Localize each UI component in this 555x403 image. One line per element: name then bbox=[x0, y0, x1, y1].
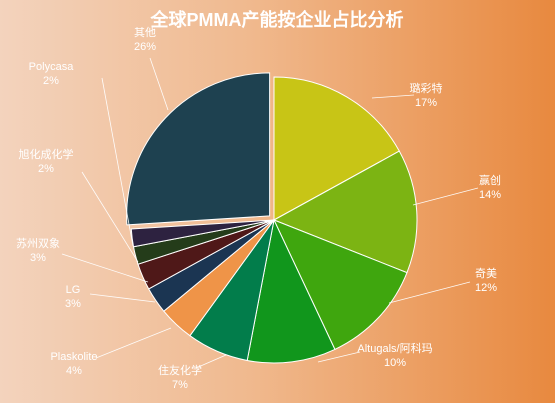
leader-line-10 bbox=[149, 57, 169, 111]
pie-slice-10 bbox=[126, 72, 271, 226]
slice-value-label-1: 14% bbox=[479, 189, 501, 201]
slice-name-label-7: 苏州双象 bbox=[16, 237, 60, 250]
slice-name-label-0: 璐彩特 bbox=[410, 81, 443, 95]
leader-line-0 bbox=[371, 94, 415, 99]
slice-name-label-2: 奇美 bbox=[475, 267, 497, 280]
slice-name-label-8: 旭化成化学 bbox=[19, 147, 74, 161]
slice-value-label-5: 4% bbox=[66, 365, 82, 377]
slice-value-label-8: 2% bbox=[38, 163, 54, 175]
pie-slice-1 bbox=[272, 150, 418, 274]
slice-value-label-6: 3% bbox=[65, 298, 81, 310]
leader-line-9 bbox=[101, 77, 134, 247]
chart-title: 全球PMMA产能按企业占比分析 bbox=[150, 9, 404, 30]
leader-line-2 bbox=[388, 281, 471, 304]
slice-name-label-9: Polycasa bbox=[29, 61, 75, 73]
leader-line-6 bbox=[89, 293, 156, 303]
slice-name-label-10: 其他 bbox=[134, 26, 156, 39]
slice-name-label-5: Plaskolite bbox=[50, 351, 97, 363]
leader-lines bbox=[61, 57, 479, 369]
leader-line-4 bbox=[195, 354, 227, 369]
slice-value-label-0: 17% bbox=[415, 97, 437, 109]
slice-name-label-1: 赢创 bbox=[479, 173, 501, 187]
leader-line-1 bbox=[412, 187, 479, 206]
pie-slices bbox=[126, 72, 418, 364]
slice-value-label-7: 3% bbox=[30, 252, 46, 264]
slice-value-label-9: 2% bbox=[43, 75, 59, 87]
leader-line-7 bbox=[61, 253, 149, 283]
slice-labels: 璐彩特 17% 赢创 14% 奇美 12% Altugals/阿科玛 10% 住友化学 7% Pla… bbox=[16, 26, 501, 391]
slice-value-label-10: 26% bbox=[134, 41, 156, 53]
slice-value-label-2: 12% bbox=[475, 282, 497, 294]
slice-name-label-6: LG bbox=[66, 284, 81, 296]
slice-name-label-3: Altugals/阿科玛 bbox=[357, 341, 432, 355]
leader-line-5 bbox=[95, 327, 172, 359]
pie-slice-2 bbox=[273, 219, 408, 351]
slice-value-label-4: 7% bbox=[172, 379, 188, 391]
slice-name-label-4: 住友化学 bbox=[158, 363, 202, 377]
pie-slice-3 bbox=[246, 218, 336, 364]
slice-value-label-3: 10% bbox=[384, 357, 406, 369]
pie-slice-0 bbox=[273, 76, 400, 221]
leader-line-8 bbox=[81, 171, 139, 263]
pie-slice-9 bbox=[130, 219, 275, 248]
leader-line-3 bbox=[317, 351, 361, 363]
